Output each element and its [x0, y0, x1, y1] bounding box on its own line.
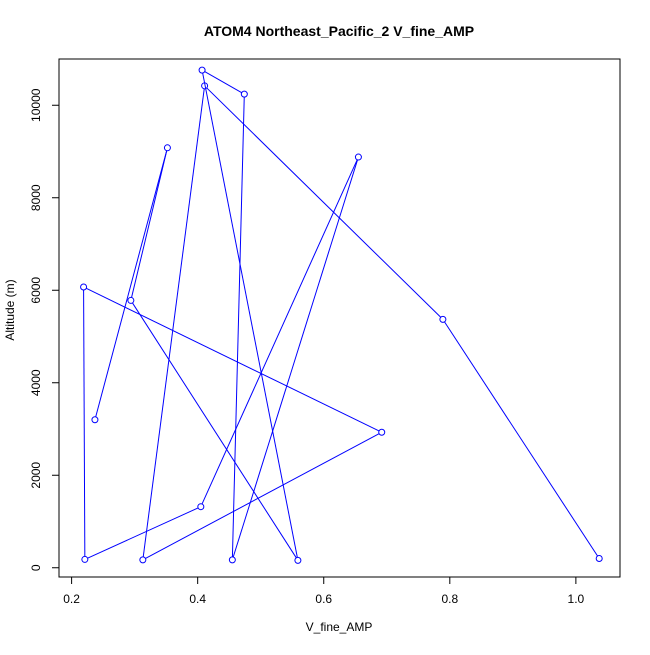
series-line-segment	[86, 287, 380, 432]
x-tick-label: 1.0	[568, 592, 585, 606]
x-axis: 0.2 0.4 0.6 0.8 1.0	[63, 576, 585, 606]
series-line-segment	[202, 72, 298, 558]
y-tick-label: 4000	[29, 369, 43, 396]
y-tick-label: 10000	[29, 88, 43, 122]
series-line-segment	[201, 159, 358, 505]
series-line-segment	[95, 150, 168, 417]
data-point	[439, 315, 447, 323]
series-line-segment	[232, 159, 358, 558]
data-point	[294, 556, 302, 564]
series-layer	[80, 66, 603, 564]
series-line-segment	[206, 87, 442, 318]
data-point	[91, 416, 99, 424]
x-tick-label: 0.6	[315, 592, 332, 606]
series-line-segment	[142, 88, 205, 557]
data-point	[80, 283, 88, 291]
x-tick-label: 0.2	[63, 592, 80, 606]
series-line-segment	[132, 302, 297, 559]
data-point	[595, 555, 603, 562]
y-tick-label: 0	[29, 564, 43, 571]
series-line-segment	[145, 433, 380, 559]
plot-frame	[58, 58, 621, 578]
y-tick-label: 6000	[29, 277, 43, 304]
series-line-segment	[444, 321, 598, 557]
data-point	[163, 144, 171, 152]
data-point	[127, 296, 135, 304]
series-line-segment	[204, 71, 242, 94]
y-tick-label: 2000	[29, 462, 43, 489]
data-point	[228, 556, 236, 564]
data-point	[198, 66, 206, 74]
x-tick-label: 0.4	[189, 592, 206, 606]
x-tick-label: 0.8	[441, 592, 458, 606]
chart-title: ATOM4 Northeast_Pacific_2 V_fine_AMP	[204, 23, 474, 39]
y-tick-label: 8000	[29, 184, 43, 211]
data-point	[197, 503, 205, 511]
data-point	[378, 428, 386, 436]
data-point	[201, 82, 209, 90]
x-axis-label: V_fine_AMP	[306, 620, 373, 634]
data-point	[139, 556, 147, 564]
data-point	[81, 555, 89, 563]
series-line-segment	[87, 507, 199, 559]
y-axis-label: Altitude (m)	[3, 279, 17, 340]
series-line-segment	[231, 97, 245, 557]
data-point	[240, 90, 248, 98]
data-point	[354, 153, 362, 161]
series-line-segment	[83, 290, 86, 557]
y-axis: 0 2000 4000 6000 8000 10000	[29, 88, 60, 571]
series-line-segment	[131, 150, 168, 298]
